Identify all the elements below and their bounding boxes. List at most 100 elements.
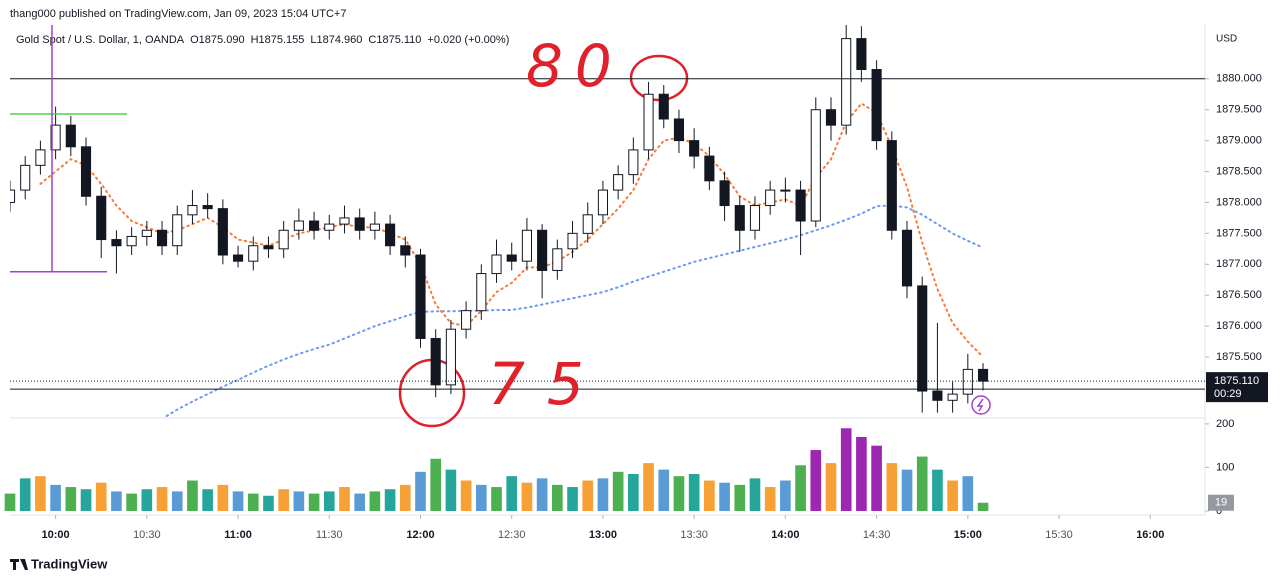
volume-bar — [354, 493, 366, 511]
candle-body — [613, 174, 624, 191]
candle-body — [521, 229, 532, 262]
volume-bar — [95, 482, 107, 511]
candle-body — [780, 189, 791, 192]
candle-body — [977, 368, 989, 382]
volume-bar — [977, 502, 989, 511]
y-tick-label: 1879.000 — [1216, 135, 1262, 147]
y-tick-label: 1879.500 — [1216, 104, 1262, 116]
candle-body — [80, 146, 92, 197]
candle-body — [825, 109, 837, 126]
candle-body — [871, 69, 882, 142]
candle-body — [385, 223, 396, 247]
candle-body — [673, 118, 685, 142]
volume-bar — [628, 473, 639, 511]
volume-bar — [886, 463, 898, 511]
volume-bar — [795, 465, 806, 511]
candle-body — [339, 217, 350, 225]
y-tick-label: 1876.500 — [1216, 289, 1262, 301]
countdown: 00:29 — [1214, 388, 1242, 400]
candle-body — [901, 229, 913, 287]
x-tick-label: 11:00 — [224, 529, 252, 541]
candle-body — [202, 205, 213, 210]
candle-body — [491, 254, 502, 275]
volume-bar — [780, 480, 791, 511]
volume-bar — [445, 469, 457, 511]
candle-body — [248, 245, 259, 262]
candle-body — [719, 180, 730, 207]
x-tick-label: 13:30 — [680, 529, 708, 541]
volume-bar — [825, 463, 837, 511]
volume-bar — [278, 489, 289, 511]
x-tick-label: 14:30 — [863, 529, 891, 541]
candle-body — [50, 124, 61, 151]
candle-body — [628, 149, 639, 176]
candle-body — [20, 164, 31, 191]
volume-bar — [141, 489, 153, 511]
volume-bar — [65, 487, 77, 511]
annotation: 75 — [488, 350, 606, 418]
volume-bar — [734, 484, 746, 511]
candle-body — [400, 245, 411, 256]
candle-body — [734, 205, 745, 231]
publisher: thang000 published on TradingView.com, J… — [10, 8, 346, 20]
volume-bar — [35, 476, 46, 511]
candle-body — [10, 189, 16, 203]
volume-bar — [552, 484, 563, 511]
y-tick-label: 1878.000 — [1216, 196, 1262, 208]
volume-bar — [111, 491, 122, 511]
candle-body — [749, 205, 761, 231]
candle-body — [369, 223, 380, 231]
tv-logo — [10, 559, 28, 570]
candle-body — [597, 189, 609, 216]
symbol: Gold Spot / U.S. Dollar, 1, OANDA — [16, 34, 185, 46]
candle-body — [263, 245, 274, 250]
candle-body — [643, 93, 654, 151]
y-tick-label: 1877.500 — [1216, 227, 1262, 239]
volume-bar — [171, 491, 183, 511]
volume-bar — [323, 491, 335, 511]
volume-bar — [50, 484, 61, 511]
candle-body — [932, 390, 943, 401]
volume-bar — [4, 493, 16, 511]
volume-bar — [582, 480, 594, 511]
x-tick-label: 11:30 — [316, 529, 343, 541]
volume-bar — [658, 469, 670, 511]
candle-body — [567, 232, 578, 250]
volume-tick-label: 0 — [1216, 505, 1222, 517]
candle-body — [293, 220, 304, 231]
price-tag-label: 1875.110 — [1214, 375, 1259, 387]
ma-fast — [39, 102, 984, 358]
alert-icon[interactable] — [971, 395, 991, 415]
candle-body — [810, 109, 821, 222]
candle-body — [96, 195, 107, 241]
candle-body — [141, 229, 152, 237]
volume-bar — [247, 493, 259, 511]
volume-bar — [384, 489, 396, 511]
volume-bar — [80, 489, 92, 511]
x-tick-label: 15:00 — [954, 529, 982, 541]
candle-body — [415, 254, 426, 339]
x-tick-label: 13:00 — [589, 529, 617, 541]
volume-bar — [673, 476, 685, 511]
candle-body — [309, 220, 320, 231]
candle-body — [324, 223, 335, 231]
volume-bar — [293, 491, 305, 511]
candle-body — [795, 189, 806, 222]
candle-body — [278, 229, 289, 250]
volume-bar — [704, 480, 715, 511]
volume-bar — [871, 445, 882, 511]
volume-bar — [916, 456, 928, 511]
annotation: 80 — [526, 32, 624, 100]
candle-body — [111, 239, 122, 247]
x-tick-label: 10:00 — [42, 529, 70, 541]
ohlc-label: C1875.110 — [368, 34, 421, 46]
volume-bar — [475, 484, 487, 511]
volume-bar — [217, 484, 229, 511]
ma-slow — [163, 204, 984, 417]
candle-body — [841, 38, 852, 126]
price-pane — [10, 25, 989, 417]
x-tick-label: 12:30 — [498, 529, 526, 541]
volume-bar — [597, 478, 609, 511]
volume-bar — [856, 436, 867, 511]
x-tick-label: 14:00 — [771, 529, 799, 541]
